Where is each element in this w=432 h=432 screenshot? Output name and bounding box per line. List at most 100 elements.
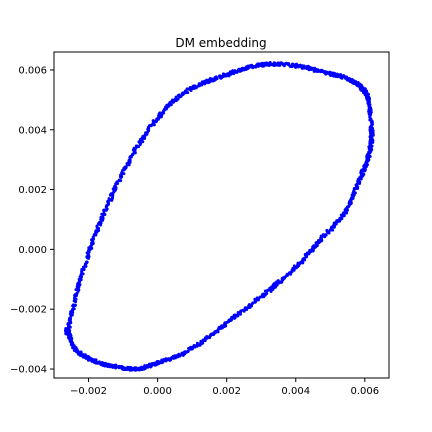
data-point bbox=[137, 145, 141, 149]
data-point bbox=[251, 301, 255, 305]
data-point bbox=[114, 187, 118, 191]
data-point bbox=[117, 364, 121, 368]
data-point bbox=[333, 71, 337, 75]
data-point bbox=[188, 347, 192, 351]
data-point bbox=[102, 212, 106, 216]
data-point bbox=[175, 354, 179, 358]
data-point bbox=[341, 74, 345, 78]
data-point bbox=[356, 187, 360, 191]
data-point bbox=[149, 365, 153, 369]
data-point bbox=[137, 368, 141, 372]
data-point bbox=[147, 126, 151, 130]
data-point bbox=[247, 306, 251, 310]
data-point bbox=[87, 357, 91, 361]
data-point bbox=[236, 310, 240, 314]
data-point bbox=[326, 230, 330, 234]
data-point bbox=[349, 198, 353, 202]
data-point bbox=[71, 308, 75, 312]
data-point bbox=[328, 228, 332, 232]
data-point bbox=[73, 303, 77, 307]
data-point bbox=[127, 158, 131, 162]
data-point bbox=[349, 78, 353, 82]
data-point bbox=[117, 179, 121, 183]
data-point bbox=[100, 212, 104, 216]
data-point bbox=[111, 194, 115, 198]
data-point bbox=[268, 61, 272, 65]
y-tick-label: 0.006 bbox=[18, 65, 47, 76]
data-point bbox=[79, 275, 83, 279]
data-point bbox=[79, 273, 83, 277]
data-point bbox=[226, 320, 230, 324]
data-point bbox=[319, 237, 323, 241]
data-point bbox=[339, 213, 343, 217]
plot-area-frame bbox=[53, 51, 390, 379]
data-point bbox=[92, 237, 96, 241]
data-point bbox=[91, 242, 95, 246]
y-tick-label: 0.000 bbox=[18, 245, 47, 256]
data-point bbox=[194, 85, 198, 89]
data-point bbox=[214, 75, 218, 79]
data-point bbox=[152, 361, 156, 365]
x-tick-label: −0.002 bbox=[70, 386, 107, 397]
data-point bbox=[65, 329, 69, 333]
data-point bbox=[229, 71, 233, 75]
x-tick-label: 0.004 bbox=[281, 386, 310, 397]
data-point bbox=[217, 326, 221, 330]
data-point bbox=[85, 260, 89, 264]
data-point bbox=[140, 368, 144, 372]
data-point bbox=[235, 70, 239, 74]
data-point bbox=[129, 155, 133, 159]
data-point bbox=[195, 341, 199, 345]
data-point bbox=[183, 90, 187, 94]
data-point bbox=[193, 345, 197, 349]
data-point bbox=[342, 214, 346, 218]
y-tick-label: −0.004 bbox=[10, 365, 47, 376]
data-point bbox=[315, 240, 319, 244]
data-point bbox=[159, 111, 163, 115]
data-point bbox=[170, 98, 174, 102]
data-point bbox=[87, 253, 91, 257]
data-point bbox=[316, 69, 320, 73]
y-axis: −0.004 −0.002 0.000 0.002 0.004 0.006 bbox=[10, 65, 54, 376]
y-tick-label: 0.004 bbox=[18, 125, 47, 136]
data-point bbox=[104, 204, 108, 208]
data-point bbox=[222, 324, 226, 328]
data-point bbox=[294, 65, 298, 69]
data-point bbox=[67, 321, 71, 325]
data-point bbox=[359, 177, 363, 181]
data-point bbox=[97, 226, 101, 230]
data-point bbox=[120, 171, 124, 175]
data-point bbox=[368, 118, 372, 122]
data-point bbox=[280, 277, 284, 281]
data-point bbox=[144, 131, 148, 135]
data-point bbox=[356, 180, 360, 184]
data-point bbox=[181, 92, 185, 96]
data-point bbox=[170, 356, 174, 360]
data-point bbox=[174, 95, 178, 99]
data-point bbox=[162, 111, 166, 115]
data-point bbox=[233, 71, 237, 75]
data-point bbox=[89, 244, 93, 247]
data-point bbox=[186, 91, 190, 95]
data-point bbox=[180, 353, 184, 357]
data-point bbox=[80, 269, 84, 273]
data-point bbox=[355, 183, 359, 187]
data-point bbox=[367, 99, 371, 103]
data-point bbox=[364, 161, 368, 165]
data-point bbox=[260, 295, 264, 299]
data-point bbox=[75, 287, 79, 291]
data-point bbox=[282, 64, 286, 68]
data-point bbox=[133, 149, 137, 153]
data-point bbox=[304, 254, 308, 258]
y-tick-label: −0.002 bbox=[10, 305, 47, 316]
data-point bbox=[199, 339, 203, 343]
data-point bbox=[285, 274, 289, 278]
data-point bbox=[138, 141, 142, 145]
data-point bbox=[73, 295, 77, 299]
data-point bbox=[311, 245, 315, 249]
data-point bbox=[292, 268, 296, 272]
data-point bbox=[292, 63, 296, 67]
data-points bbox=[63, 61, 375, 372]
